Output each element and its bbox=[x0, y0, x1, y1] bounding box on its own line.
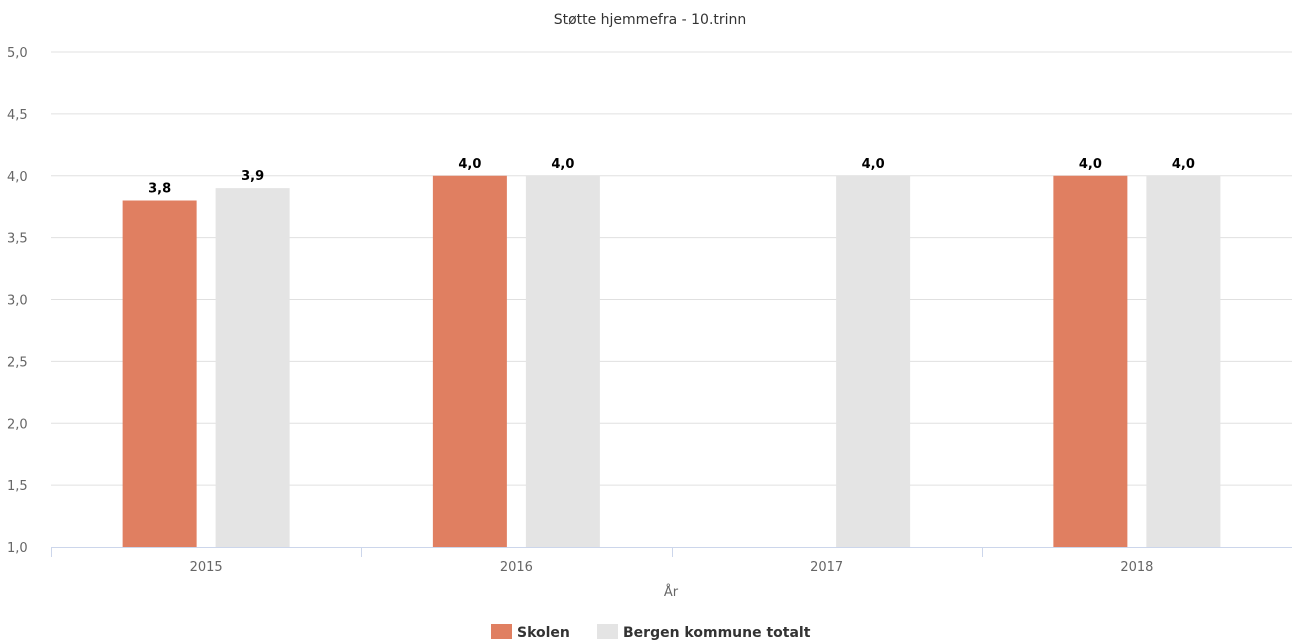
chart-title: Støtte hjemmefra - 10.trinn bbox=[554, 12, 747, 28]
bar[interactable] bbox=[432, 175, 507, 547]
x-tick-label: 2018 bbox=[1120, 560, 1153, 575]
y-axis-ticks: 1,0 1,5 2,0 2,5 3,0 3,5 4,0 4,5 5,0 bbox=[7, 46, 28, 556]
y-tick-label: 1,0 bbox=[7, 541, 28, 556]
y-tick-label: 2,5 bbox=[7, 355, 28, 370]
legend-label: Bergen kommune totalt bbox=[623, 625, 811, 641]
x-tick-label: 2017 bbox=[810, 560, 843, 575]
bar[interactable] bbox=[836, 175, 911, 547]
x-tick-label: 2015 bbox=[190, 560, 223, 575]
y-tick-label: 1,5 bbox=[7, 479, 28, 494]
legend-item[interactable]: Skolen bbox=[491, 624, 570, 641]
bar[interactable] bbox=[122, 200, 197, 548]
bar[interactable] bbox=[1146, 175, 1221, 547]
legend[interactable]: Skolen Bergen kommune totalt bbox=[491, 624, 811, 641]
data-label: 4,0 bbox=[1079, 157, 1102, 172]
x-tick-label: 2016 bbox=[500, 560, 533, 575]
y-tick-label: 5,0 bbox=[7, 46, 28, 61]
x-axis: 2015 2016 2017 2018 bbox=[51, 547, 1292, 575]
legend-swatch bbox=[491, 624, 512, 639]
data-label: 4,0 bbox=[1172, 157, 1195, 172]
bars bbox=[122, 175, 1221, 548]
legend-label: Skolen bbox=[517, 625, 570, 641]
bar[interactable] bbox=[525, 175, 600, 547]
x-axis-title: År bbox=[664, 584, 679, 600]
data-label: 4,0 bbox=[862, 157, 885, 172]
legend-swatch bbox=[597, 624, 618, 639]
bar[interactable] bbox=[215, 188, 290, 547]
data-label: 4,0 bbox=[551, 157, 574, 172]
bar[interactable] bbox=[1053, 175, 1128, 547]
y-tick-label: 3,5 bbox=[7, 232, 28, 247]
y-tick-label: 2,0 bbox=[7, 417, 28, 432]
legend-item[interactable]: Bergen kommune totalt bbox=[597, 624, 811, 641]
y-tick-label: 4,0 bbox=[7, 170, 28, 185]
data-label: 3,9 bbox=[241, 169, 264, 184]
data-label: 4,0 bbox=[458, 157, 481, 172]
data-label: 3,8 bbox=[148, 182, 171, 197]
y-tick-label: 3,0 bbox=[7, 294, 28, 309]
y-tick-label: 4,5 bbox=[7, 108, 28, 123]
data-labels: 3,8 4,0 4,0 3,9 4,0 4,0 4,0 bbox=[148, 157, 1195, 197]
